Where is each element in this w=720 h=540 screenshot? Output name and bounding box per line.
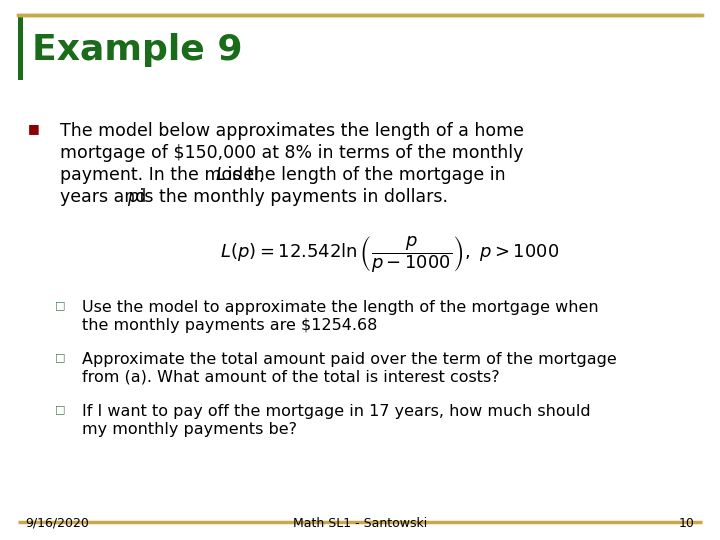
Text: 9/16/2020: 9/16/2020 bbox=[25, 517, 89, 530]
Text: from (a). What amount of the total is interest costs?: from (a). What amount of the total is in… bbox=[82, 370, 500, 385]
Text: is the length of the mortgage in: is the length of the mortgage in bbox=[222, 166, 505, 184]
Text: mortgage of $150,000 at 8% in terms of the monthly: mortgage of $150,000 at 8% in terms of t… bbox=[60, 144, 523, 162]
Text: □: □ bbox=[55, 300, 66, 310]
Text: my monthly payments be?: my monthly payments be? bbox=[82, 422, 297, 437]
Text: payment. In the model,: payment. In the model, bbox=[60, 166, 270, 184]
Text: years and: years and bbox=[60, 188, 152, 206]
Text: □: □ bbox=[55, 404, 66, 414]
Text: □: □ bbox=[55, 352, 66, 362]
Text: The model below approximates the length of a home: The model below approximates the length … bbox=[60, 122, 524, 140]
Text: p: p bbox=[127, 188, 138, 206]
Text: Use the model to approximate the length of the mortgage when: Use the model to approximate the length … bbox=[82, 300, 598, 315]
Text: Example 9: Example 9 bbox=[32, 33, 243, 67]
Text: Approximate the total amount paid over the term of the mortgage: Approximate the total amount paid over t… bbox=[82, 352, 617, 367]
Text: Math SL1 - Santowski: Math SL1 - Santowski bbox=[293, 517, 427, 530]
Text: If I want to pay off the mortgage in 17 years, how much should: If I want to pay off the mortgage in 17 … bbox=[82, 404, 590, 419]
FancyBboxPatch shape bbox=[18, 15, 23, 80]
Text: the monthly payments are $1254.68: the monthly payments are $1254.68 bbox=[82, 318, 377, 333]
Text: is the monthly payments in dollars.: is the monthly payments in dollars. bbox=[134, 188, 449, 206]
Text: 10: 10 bbox=[679, 517, 695, 530]
Text: L: L bbox=[215, 166, 225, 184]
Text: $L(p) = 12.542\ln\left(\dfrac{p}{p-1000}\right),\ p > 1000$: $L(p) = 12.542\ln\left(\dfrac{p}{p-1000}… bbox=[220, 235, 559, 275]
Text: ■: ■ bbox=[28, 122, 40, 135]
